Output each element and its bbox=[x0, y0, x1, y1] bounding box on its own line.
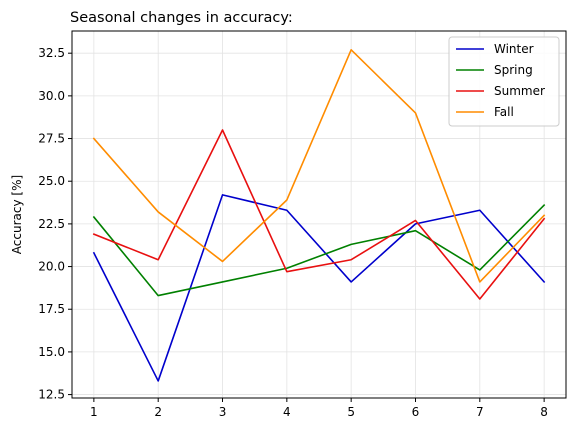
x-tick-label: 5 bbox=[347, 405, 355, 419]
series-line-spring bbox=[92, 203, 546, 297]
legend-box bbox=[448, 36, 560, 127]
y-axis-ticks: 12.5 15.0 17.5 20.0 22.5 25.0 27.5 30.0 32.5 bbox=[38, 46, 72, 402]
grid-lines bbox=[72, 31, 566, 398]
x-tick-label: 3 bbox=[219, 405, 227, 419]
series-line-summer bbox=[92, 129, 546, 300]
y-tick-label: 22.5 bbox=[38, 217, 65, 231]
y-tick-label: 27.5 bbox=[38, 132, 65, 146]
legend-label-spring: Spring bbox=[494, 63, 533, 77]
chart-title: Seasonal changes in accuracy: bbox=[70, 10, 293, 26]
x-axis-ticks: 1 2 3 4 5 6 7 8 bbox=[90, 398, 548, 419]
x-tick-label: 6 bbox=[412, 405, 420, 419]
legend-label-summer: Summer bbox=[494, 84, 545, 98]
series-line-winter bbox=[92, 194, 546, 382]
x-tick-label: 4 bbox=[283, 405, 291, 419]
y-tick-label: 15.0 bbox=[38, 345, 65, 359]
legend-label-fall: Fall bbox=[494, 105, 514, 119]
series-lines bbox=[92, 48, 546, 382]
y-tick-label: 12.5 bbox=[38, 388, 65, 402]
y-tick-label: 20.0 bbox=[38, 260, 65, 274]
y-axis-title: Accuracy [%] bbox=[10, 175, 24, 254]
series-line-fall bbox=[92, 48, 546, 283]
x-tick-label: 8 bbox=[540, 405, 548, 419]
legend: Winter Spring Summer Fall bbox=[448, 36, 560, 127]
y-tick-label: 32.5 bbox=[38, 46, 65, 60]
legend-label-winter: Winter bbox=[494, 42, 534, 56]
x-tick-label: 1 bbox=[90, 405, 98, 419]
plot-area-frame bbox=[71, 30, 567, 399]
x-tick-label: 2 bbox=[154, 405, 162, 419]
x-tick-label: 7 bbox=[476, 405, 484, 419]
y-tick-label: 25.0 bbox=[38, 174, 65, 188]
y-tick-label: 17.5 bbox=[38, 302, 65, 316]
y-tick-label: 30.0 bbox=[38, 89, 65, 103]
